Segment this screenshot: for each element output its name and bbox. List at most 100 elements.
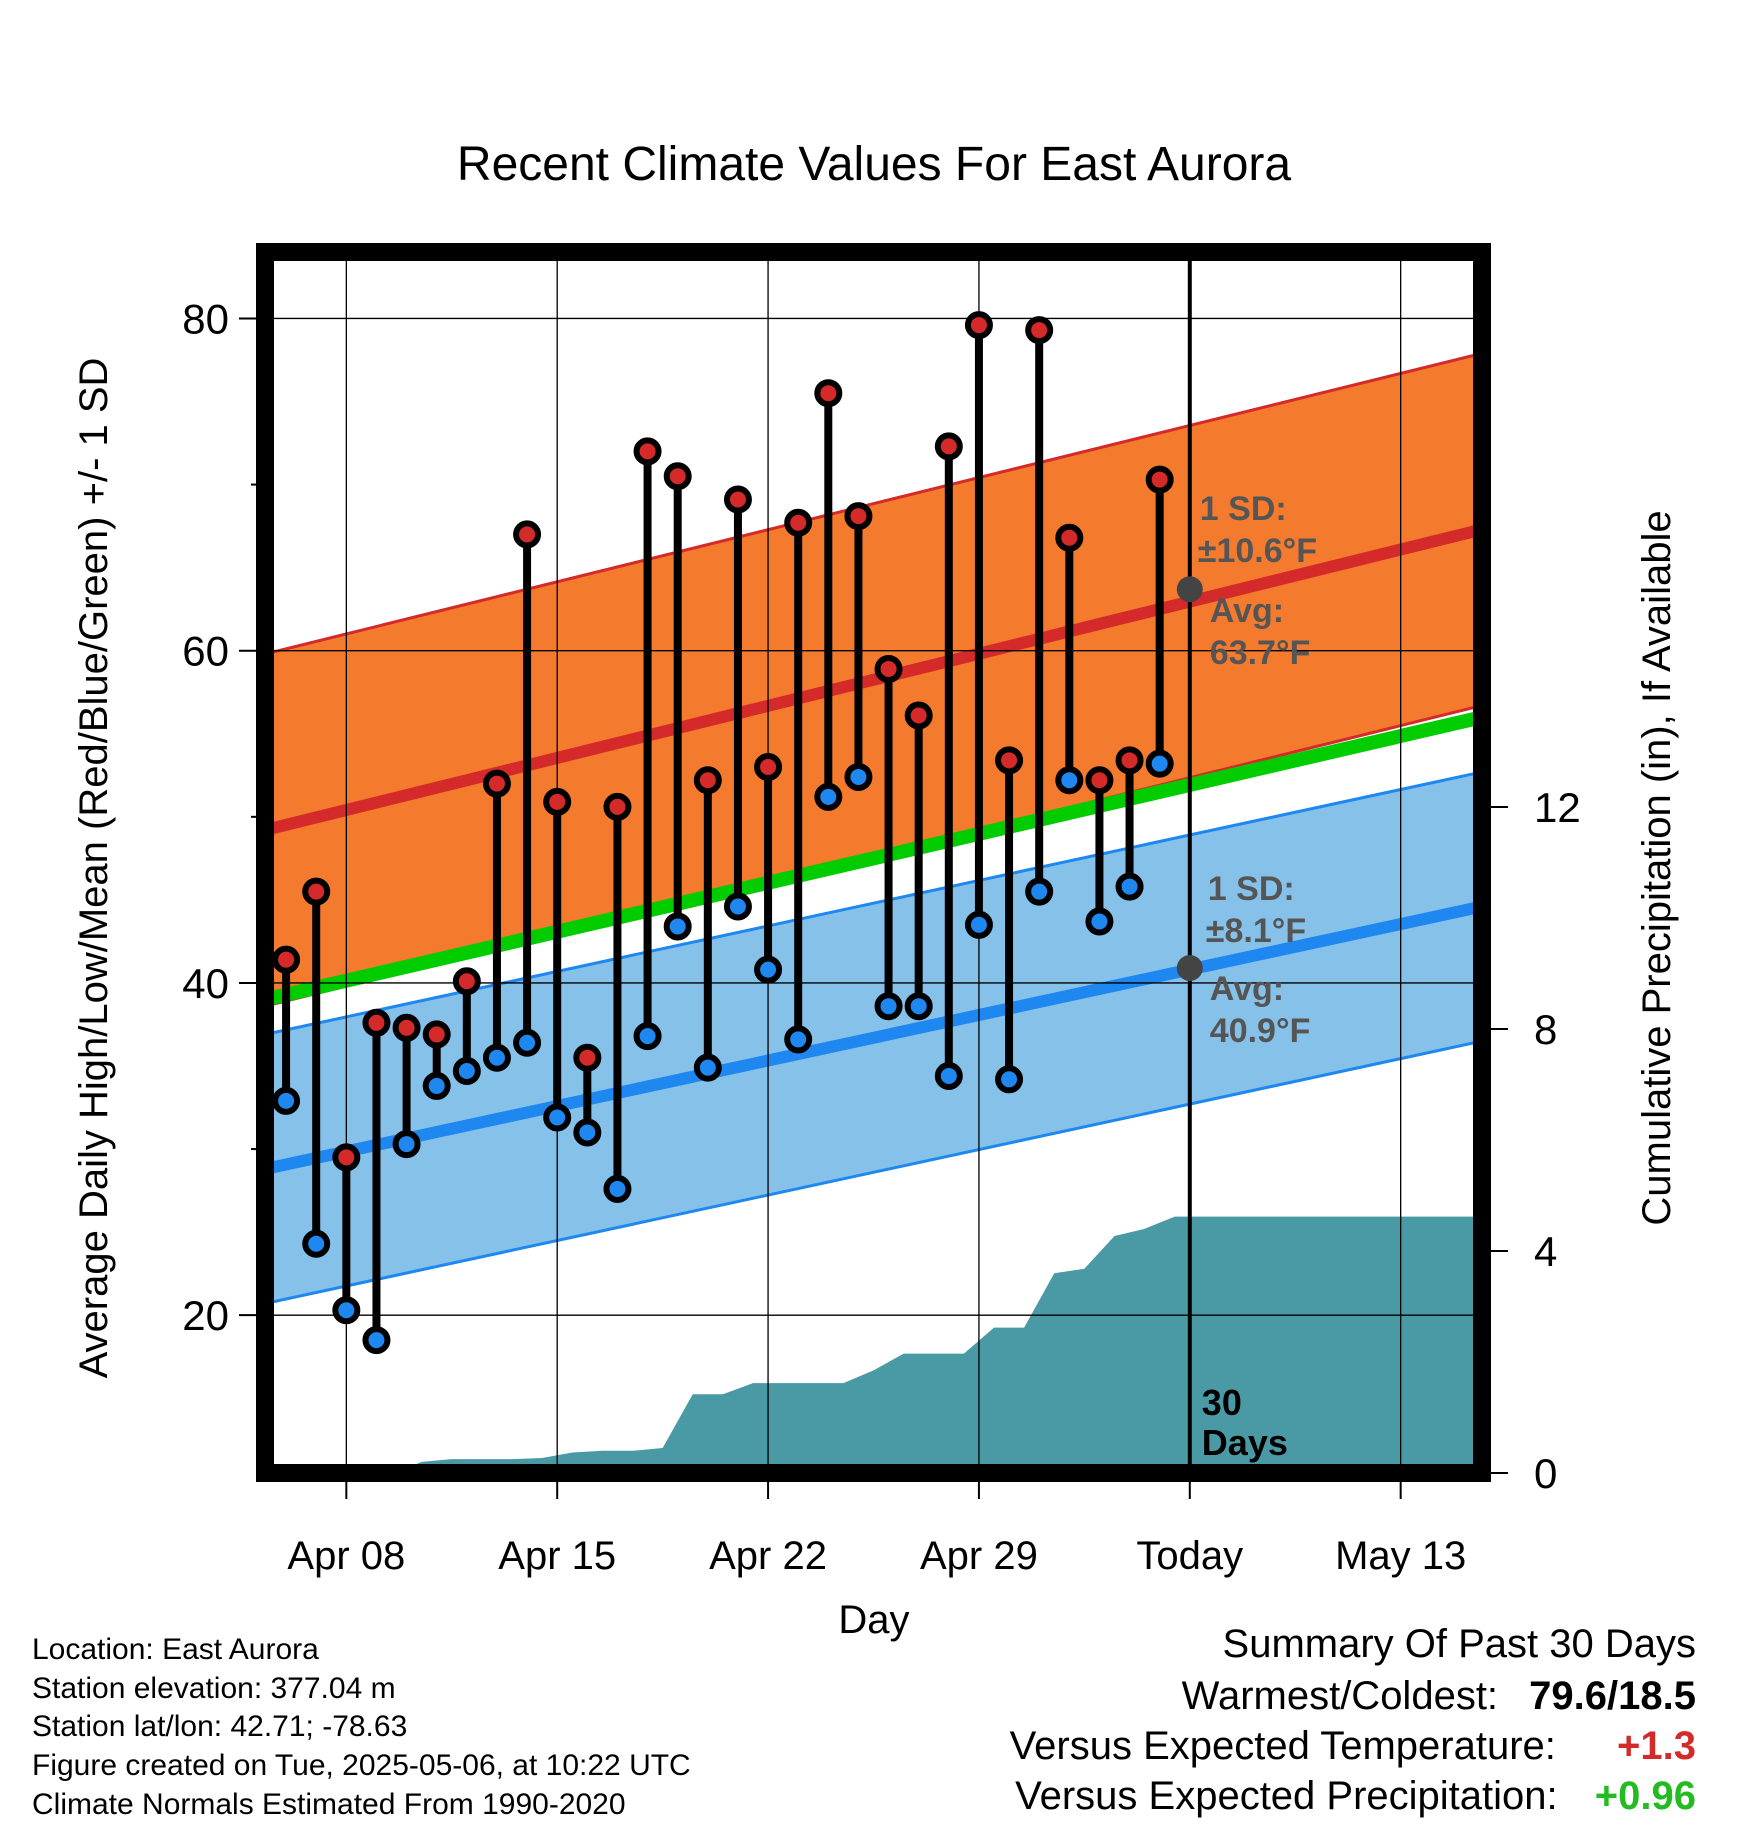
normal-high-avg-marker bbox=[1176, 576, 1203, 603]
daily-high-point bbox=[995, 746, 1024, 775]
x-tick-label: Apr 22 bbox=[709, 1534, 827, 1578]
daily-low-point bbox=[1115, 872, 1144, 901]
daily-low-point bbox=[422, 1071, 451, 1100]
daily-low-point bbox=[1085, 907, 1114, 936]
daily-low-point bbox=[1055, 766, 1084, 795]
daily-high-point bbox=[392, 1013, 421, 1042]
x-tick-label: May 13 bbox=[1335, 1534, 1466, 1578]
daily-low-point bbox=[302, 1229, 331, 1258]
daily-high-point bbox=[573, 1043, 602, 1072]
daily-high-point bbox=[1025, 316, 1054, 345]
daily-high-point bbox=[543, 787, 572, 816]
x-tick-label: Apr 15 bbox=[498, 1534, 616, 1578]
low-sd-value: ±8.1°F bbox=[1206, 912, 1306, 950]
normal-low-avg-marker bbox=[1176, 954, 1203, 981]
daily-low-point bbox=[332, 1296, 361, 1325]
sd-lower-edge-low bbox=[265, 1039, 1482, 1306]
x-tick-label: Apr 08 bbox=[287, 1534, 405, 1578]
x-axis-label: Day bbox=[838, 1598, 909, 1642]
daily-high-point bbox=[934, 432, 963, 461]
daily-high-point bbox=[784, 508, 813, 537]
summary-precipitation: Versus Expected Precipitation: +0.96 bbox=[1015, 1774, 1696, 1819]
x-tick-label: Apr 29 bbox=[920, 1534, 1038, 1578]
daily-high-point bbox=[633, 437, 662, 466]
warmest-coldest-value: 79.6/18.5 bbox=[1529, 1674, 1696, 1718]
daily-high-point bbox=[302, 877, 331, 906]
daily-high-point bbox=[272, 945, 301, 974]
daily-low-point bbox=[663, 912, 692, 941]
summary-warmest-coldest: Warmest/Coldest: 79.6/18.5 bbox=[1182, 1674, 1696, 1719]
daily-high-point bbox=[1055, 523, 1084, 552]
y-left-tick-label: 80 bbox=[182, 295, 229, 342]
daily-high-point bbox=[513, 520, 542, 549]
daily-low-point bbox=[272, 1086, 301, 1115]
y-right-tick-label: 4 bbox=[1534, 1228, 1557, 1275]
daily-low-point bbox=[844, 762, 873, 791]
footer-created: Figure created on Tue, 2025-05-06, at 10… bbox=[32, 1749, 691, 1782]
y-left-tick-label: 40 bbox=[182, 960, 229, 1007]
daily-high-point bbox=[482, 769, 511, 798]
daily-low-point bbox=[573, 1118, 602, 1147]
high-avg-label: Avg: bbox=[1210, 592, 1284, 630]
y-right-tick-label: 0 bbox=[1534, 1450, 1557, 1497]
precip-vs-expected-label: Versus Expected Precipitation: bbox=[1015, 1774, 1558, 1818]
temp-vs-expected-value: +1.3 bbox=[1617, 1724, 1696, 1768]
daily-high-point bbox=[332, 1143, 361, 1172]
daily-low-point bbox=[452, 1056, 481, 1085]
daily-low-point bbox=[513, 1028, 542, 1057]
daily-low-point bbox=[1025, 877, 1054, 906]
y-right-tick-label: 8 bbox=[1534, 1006, 1557, 1053]
low-avg-value: 40.9°F bbox=[1210, 1012, 1311, 1050]
daily-high-point bbox=[663, 462, 692, 491]
chart-title: Recent Climate Values For East Aurora bbox=[457, 138, 1291, 191]
daily-low-point bbox=[603, 1174, 632, 1203]
precip-vs-expected-value: +0.96 bbox=[1594, 1774, 1696, 1818]
summary-temperature: Versus Expected Temperature: +1.3 bbox=[1010, 1724, 1696, 1769]
daily-high-point bbox=[754, 752, 783, 781]
high-avg-value: 63.7°F bbox=[1210, 634, 1311, 672]
daily-low-point bbox=[814, 782, 843, 811]
high-sd-title: 1 SD: bbox=[1200, 490, 1287, 528]
y-left-tick-label: 20 bbox=[182, 1292, 229, 1339]
warmest-coldest-label: Warmest/Coldest: bbox=[1181, 1674, 1499, 1718]
daily-high-point bbox=[362, 1008, 391, 1037]
daily-high-point bbox=[1115, 746, 1144, 775]
daily-low-point bbox=[543, 1103, 572, 1132]
daily-high-point bbox=[844, 502, 873, 531]
high-sd-value: ±10.6°F bbox=[1198, 532, 1317, 570]
footer-latlon: Station lat/lon: 42.71; -78.63 bbox=[32, 1710, 408, 1743]
daily-low-point bbox=[362, 1326, 391, 1355]
daily-high-point bbox=[814, 379, 843, 408]
plot-clipped-group bbox=[265, 252, 1482, 1473]
daily-low-point bbox=[693, 1053, 722, 1082]
y-right-tick-label: 12 bbox=[1534, 784, 1581, 831]
daily-low-point bbox=[482, 1043, 511, 1072]
footer-normals: Climate Normals Estimated From 1990-2020 bbox=[32, 1788, 626, 1821]
low-avg-label: Avg: bbox=[1210, 970, 1284, 1008]
plot-frame bbox=[256, 243, 1491, 1482]
daily-high-point bbox=[452, 967, 481, 996]
normal-high-line bbox=[265, 523, 1482, 836]
daily-high-point bbox=[1085, 766, 1114, 795]
daily-high-point bbox=[693, 766, 722, 795]
y-left-tick-label: 60 bbox=[182, 628, 229, 675]
y-axis-label-right: Cumulative Precipitation (in), If Availa… bbox=[1635, 510, 1679, 1225]
daily-high-point bbox=[964, 311, 993, 340]
daily-low-point bbox=[1145, 749, 1174, 778]
today-annotation-line2: Days bbox=[1202, 1422, 1288, 1463]
daily-low-point bbox=[934, 1061, 963, 1090]
daily-low-point bbox=[392, 1130, 421, 1159]
daily-high-point bbox=[603, 792, 632, 821]
daily-high-point bbox=[1145, 465, 1174, 494]
daily-high-point bbox=[422, 1020, 451, 1049]
sd-upper-edge-high bbox=[265, 351, 1482, 656]
normal-low-line bbox=[265, 900, 1482, 1175]
daily-low-point bbox=[995, 1065, 1024, 1094]
daily-high-point bbox=[904, 701, 933, 730]
daily-low-point bbox=[784, 1025, 813, 1054]
summary-title: Summary Of Past 30 Days bbox=[1222, 1622, 1696, 1666]
today-annotation-line1: 30 bbox=[1202, 1382, 1242, 1423]
daily-low-point bbox=[723, 892, 752, 921]
daily-low-point bbox=[964, 910, 993, 939]
